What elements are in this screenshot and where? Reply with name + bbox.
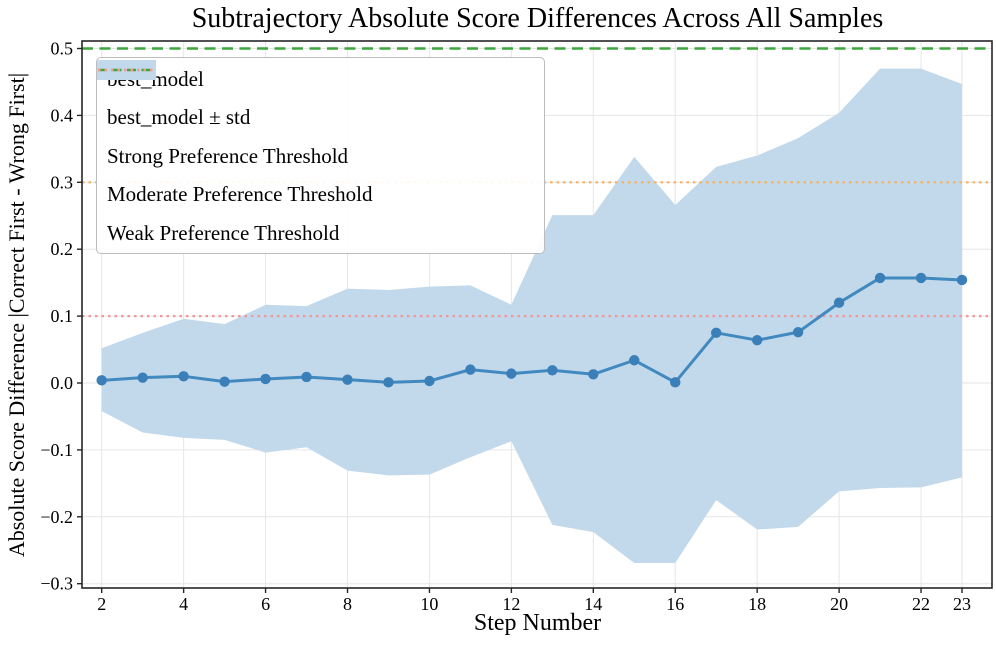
data-point-marker <box>711 327 722 339</box>
axes-frame <box>81 40 993 589</box>
x-tick-label: 18 <box>748 594 766 614</box>
y-tick-label: −0.2 <box>40 507 73 527</box>
y-tick-label: −0.1 <box>40 440 73 460</box>
legend-item: best_model ± std <box>97 60 544 138</box>
data-point-marker <box>342 374 353 385</box>
data-point-marker <box>670 377 681 388</box>
legend-item-label: Weak Preference Threshold <box>107 220 340 245</box>
y-tick-label: 0.4 <box>51 105 74 125</box>
dotted-line-glyph <box>98 68 156 72</box>
data-point-marker <box>874 272 886 284</box>
dashed-line-glyph <box>98 68 156 72</box>
x-tick-label: 4 <box>179 594 188 614</box>
legend-item: Moderate Preference Threshold <box>97 68 544 215</box>
data-point-marker <box>424 375 435 387</box>
series-line-best-model <box>100 276 964 384</box>
data-point-marker <box>506 368 517 379</box>
data-point-marker <box>547 365 558 376</box>
x-tick-label: 22 <box>912 594 930 614</box>
y-tick-label: 0.1 <box>51 306 74 326</box>
x-tick-label: 8 <box>343 594 352 614</box>
x-tick-label: 20 <box>830 594 848 614</box>
y-tick-label: −0.3 <box>40 574 73 594</box>
data-point-marker <box>588 369 599 380</box>
legend-item-label: Strong Preference Threshold <box>107 143 349 168</box>
legend-item: Strong Preference Threshold <box>97 68 544 176</box>
data-point-marker <box>301 371 312 383</box>
legend: best_model best_model ± std Strong Prefere… <box>96 57 545 254</box>
data-point-marker <box>629 355 640 366</box>
x-tick-label: 23 <box>953 594 971 614</box>
data-point-marker <box>96 375 107 386</box>
legend-item-label: Moderate Preference Threshold <box>107 182 373 207</box>
data-point-marker <box>178 371 189 382</box>
data-point-marker <box>915 272 927 284</box>
y-tick-label: 0.3 <box>51 172 74 192</box>
x-tick-label: 10 <box>420 594 438 614</box>
data-point-marker <box>260 373 271 385</box>
y-tick-label: 0.0 <box>51 373 74 393</box>
data-point-marker <box>751 334 763 346</box>
legend-item-label: best_model ± std <box>107 105 251 130</box>
chart-title: Subtrajectory Absolute Score Differences… <box>191 3 884 34</box>
x-tick-label: 2 <box>97 594 106 614</box>
y-tick-label: 0.2 <box>51 239 74 259</box>
legend-item: Weak Preference Threshold <box>97 68 544 253</box>
x-tick-label: 14 <box>584 594 602 614</box>
data-point-marker <box>137 372 148 383</box>
data-point-marker <box>465 364 476 375</box>
data-point-marker <box>383 377 394 388</box>
y-tick-label: 0.5 <box>51 39 74 59</box>
data-point-marker <box>792 326 804 338</box>
x-axis-label: Step Number <box>473 610 602 636</box>
data-point-marker <box>833 297 845 308</box>
data-point-marker <box>956 274 968 286</box>
x-tick-label: 12 <box>502 594 520 614</box>
legend-item: best_model <box>97 60 544 99</box>
data-point-marker <box>219 376 230 387</box>
y-axis-label: Absolute Score Difference |Correct First… <box>4 72 29 558</box>
x-tick-label: 16 <box>666 594 684 614</box>
x-tick-label: 6 <box>261 594 270 614</box>
